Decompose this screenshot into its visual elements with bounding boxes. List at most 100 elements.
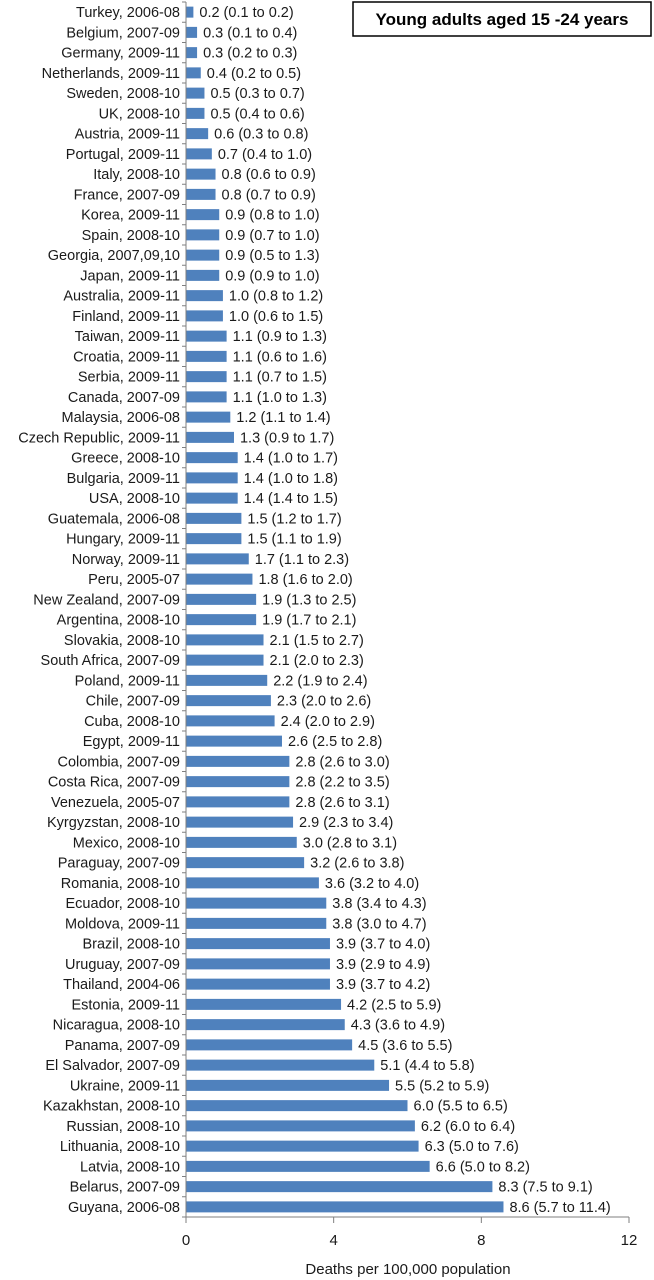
category-label: UK, 2008-10 [99,106,180,122]
category-label: Lithuania, 2008-10 [60,1139,180,1155]
category-label: Slovakia, 2008-10 [64,633,180,649]
category-label: Finland, 2009-11 [72,309,180,325]
chart-title: Young adults aged 15 -24 years [376,10,629,29]
data-label: 2.2 (1.9 to 2.4) [273,673,367,689]
data-label: 1.4 (1.0 to 1.8) [244,471,338,487]
chart-title-box: Young adults aged 15 -24 years [352,1,652,37]
bar [186,695,271,707]
bar [186,1181,493,1193]
category-label: Spain, 2008-10 [82,228,180,244]
data-label: 0.9 (0.9 to 1.0) [225,268,319,284]
data-label: 8.6 (5.7 to 11.4) [509,1200,610,1216]
bar [186,310,223,322]
data-label: 0.7 (0.4 to 1.0) [218,147,312,163]
category-label: Bulgaria, 2009-11 [67,471,180,487]
category-label: Colombia, 2007-09 [57,754,180,770]
category-labels: Turkey, 2006-08 Belgium, 2007-09 Germany, … [18,5,180,1216]
category-label: South Africa, 2007-09 [41,653,180,669]
data-label: 2.3 (2.0 to 2.6) [277,694,371,710]
bar [186,26,198,38]
category-label: Estonia, 2009-11 [71,997,180,1013]
bar [186,269,220,281]
data-label: 1.1 (1.0 to 1.3) [233,390,327,406]
bar [186,796,290,808]
data-label: 1.8 (1.6 to 2.0) [258,572,352,588]
bar [186,877,319,889]
bar [186,168,216,180]
data-label: 1.2 (1.1 to 1.4) [236,410,330,426]
bar [186,938,330,950]
bar [186,897,327,909]
data-labels: 0.2 (0.1 to 0.2) 0.3 (0.1 to 0.4) 0.3 (0.2… [199,5,610,1216]
data-label: 1.0 (0.8 to 1.2) [229,289,323,305]
data-label: 1.1 (0.6 to 1.6) [233,349,327,365]
bar [186,492,238,504]
data-label: 2.9 (2.3 to 3.4) [299,815,393,831]
category-label: Belgium, 2007-09 [66,25,180,41]
x-axis-label: Deaths per 100,000 population [305,1261,510,1278]
category-label: Peru, 2005-07 [88,572,180,588]
category-label: Romania, 2008-10 [61,876,180,892]
category-label: Georgia, 2007,09,10 [48,248,180,264]
category-label: Ecuador, 2008-10 [66,896,180,912]
category-label: Poland, 2009-11 [75,673,180,689]
bar [186,67,201,79]
data-label: 1.7 (1.1 to 2.3) [255,552,349,568]
data-label: 1.5 (1.2 to 1.7) [247,511,341,527]
data-label: 3.9 (3.7 to 4.2) [336,977,430,993]
data-label: 1.4 (1.0 to 1.7) [244,451,338,467]
bar [186,776,290,788]
bar [186,1120,415,1132]
data-label: 0.4 (0.2 to 0.5) [207,66,301,82]
data-label: 4.5 (3.6 to 5.5) [358,1038,452,1054]
category-label: Italy, 2008-10 [93,167,180,183]
bar [186,87,205,99]
data-label: 2.4 (2.0 to 2.9) [281,714,375,730]
bar [186,371,227,383]
bar [186,1039,353,1051]
axes: 0 4 8 12 [182,1,637,1249]
bar [186,1079,390,1091]
bar [186,654,264,666]
category-label: Egypt, 2009-11 [83,734,180,750]
data-label: 6.3 (5.0 to 7.6) [425,1139,519,1155]
bar [186,998,342,1010]
category-label: Turkey, 2006-08 [76,5,180,21]
category-label: Nicaragua, 2008-10 [53,1018,180,1034]
category-label: Mexico, 2008-10 [73,835,180,851]
category-label: Chile, 2007-09 [86,694,180,710]
category-label: Thailand, 2004-06 [63,977,180,993]
bar [186,755,290,767]
data-label: 6.0 (5.5 to 6.5) [414,1099,508,1115]
bar [186,431,234,443]
category-label: Hungary, 2009-11 [66,532,180,548]
category-label: Uruguay, 2007-09 [65,957,180,973]
data-label: 0.3 (0.2 to 0.3) [203,46,297,62]
category-label: Brazil, 2008-10 [82,937,180,953]
data-label: 2.8 (2.6 to 3.0) [295,754,389,770]
bar [186,290,223,302]
bar [186,715,275,727]
bar [186,452,238,464]
category-label: France, 2007-09 [74,187,180,203]
data-label: 1.4 (1.4 to 1.5) [244,491,338,507]
category-label: Sweden, 2008-10 [66,86,180,102]
category-label: Germany, 2009-11 [61,46,180,62]
bar [186,6,194,18]
data-label: 3.2 (2.6 to 3.8) [310,856,404,872]
data-label: 1.3 (0.9 to 1.7) [240,430,334,446]
bar [186,1019,345,1031]
category-label: Guatemala, 2006-08 [48,511,180,527]
chart-title-border [352,1,652,37]
bar [186,857,305,869]
data-label: 3.9 (3.7 to 4.0) [336,937,430,953]
category-label: Portugal, 2009-11 [66,147,180,163]
bar [186,978,330,990]
bar [186,735,282,747]
bar [186,917,327,929]
data-label: 6.6 (5.0 to 8.2) [436,1159,530,1175]
bar [186,512,242,524]
data-label: 0.6 (0.3 to 0.8) [214,127,308,143]
data-label: 3.6 (3.2 to 4.0) [325,876,419,892]
category-label: Panama, 2007-09 [65,1038,180,1054]
